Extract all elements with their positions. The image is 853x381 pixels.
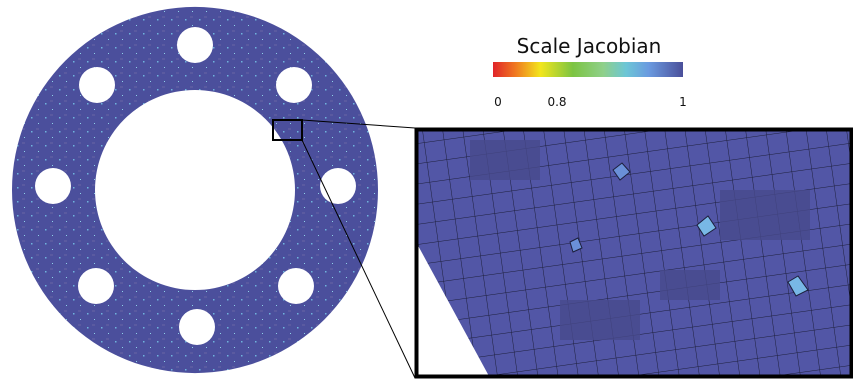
colorbar-tick: 0.8 xyxy=(547,95,566,109)
colorbar xyxy=(493,62,683,77)
figure: Scale Jacobian 0 0.8 1 xyxy=(0,0,853,381)
zoom-view xyxy=(415,128,853,378)
colorbar-title: Scale Jacobian xyxy=(517,34,662,58)
colorbar-tick: 1 xyxy=(679,95,687,109)
colorbar-tick: 0 xyxy=(494,95,502,109)
